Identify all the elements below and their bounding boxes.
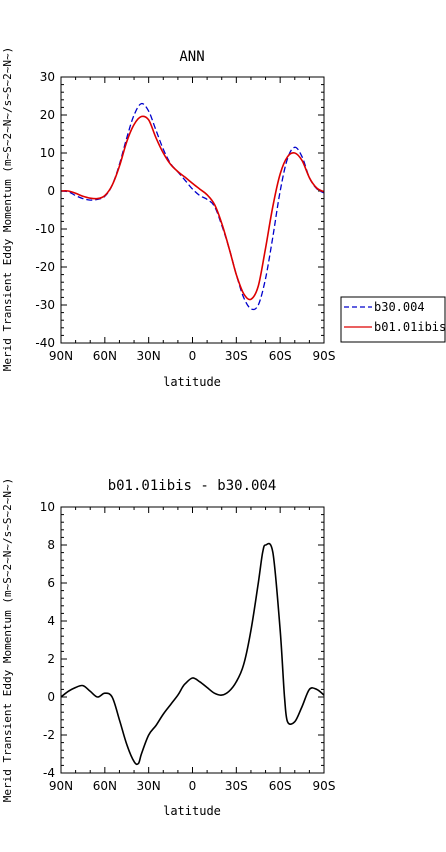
x-tick-label: 30N xyxy=(137,349,161,363)
chart-1-legend: b30.004 b01.01ibis xyxy=(340,296,446,343)
x-tick-label: 60S xyxy=(269,349,292,363)
x-tick-label: 60N xyxy=(93,349,117,363)
y-tick-label: 10 xyxy=(40,146,55,160)
chart-1: ANN Merid Transient Eddy Momentum (m~S~2… xyxy=(1,47,446,389)
y-tick-label: -20 xyxy=(35,260,55,274)
chart-1-ylabel: Merid Transient Eddy Momentum (m~S~2~N~/… xyxy=(1,47,14,372)
x-tick-label: 0 xyxy=(189,779,197,793)
y-tick-label: 10 xyxy=(40,500,55,514)
y-tick-label: -2 xyxy=(43,728,55,742)
x-tick-label: 30S xyxy=(225,779,248,793)
y-tick-label: 30 xyxy=(40,70,55,84)
legend-label-b01-01ibis: b01.01ibis xyxy=(374,320,446,334)
legend-box xyxy=(340,296,446,343)
x-tick-label: 30S xyxy=(225,349,248,363)
x-tick-label: 90S xyxy=(313,779,336,793)
chart-2: b01.01ibis - b30.004 Merid Transient Edd… xyxy=(1,478,335,818)
chart-1-ticks: -40 -30 -20 -10 0 10 20 30 90N 60N 30N 0 30S 60S 90S xyxy=(35,70,335,363)
x-tick-label: 90N xyxy=(49,349,73,363)
y-tick-label: -4 xyxy=(43,766,55,780)
y-tick-label: 4 xyxy=(47,614,55,628)
legend-label-b30-004: b30.004 xyxy=(374,300,425,314)
y-tick-label: 6 xyxy=(47,576,55,590)
x-tick-label: 30N xyxy=(137,779,161,793)
x-tick-label: 90N xyxy=(49,779,73,793)
chart-2-title: b01.01ibis - b30.004 xyxy=(108,478,277,494)
y-tick-label: -30 xyxy=(35,298,55,312)
chart-1-lines xyxy=(60,102,325,311)
y-tick-label: -10 xyxy=(35,222,55,236)
y-tick-label: 20 xyxy=(40,108,55,122)
y-tick-label: -40 xyxy=(35,336,55,350)
chart-2-frame xyxy=(60,506,325,774)
chart-1-xlabel: latitude xyxy=(163,375,221,389)
y-tick-label: 8 xyxy=(47,538,55,552)
chart-1-frame xyxy=(60,76,325,344)
x-tick-label: 60N xyxy=(93,779,117,793)
x-tick-label: 0 xyxy=(189,349,197,363)
x-tick-label: 90S xyxy=(313,349,336,363)
series-line-b01-01ibis xyxy=(60,115,325,301)
y-tick-label: 0 xyxy=(47,184,55,198)
series-line-b30-004 xyxy=(60,102,325,311)
chart-1-title: ANN xyxy=(179,49,204,65)
y-tick-label: 0 xyxy=(47,690,55,704)
chart-2-ylabel: Merid Transient Eddy Momentum (m~S~2~N~/… xyxy=(1,478,14,803)
y-tick-label: 2 xyxy=(47,652,55,666)
chart-2-lines xyxy=(60,542,325,766)
x-tick-label: 60S xyxy=(269,779,292,793)
series-line-difference xyxy=(60,542,325,766)
chart-2-ticks: -4 -2 0 2 4 6 8 10 90N 60N 30N 0 30S 60S 90S xyxy=(40,500,336,793)
chart-2-xlabel: latitude xyxy=(163,804,221,818)
